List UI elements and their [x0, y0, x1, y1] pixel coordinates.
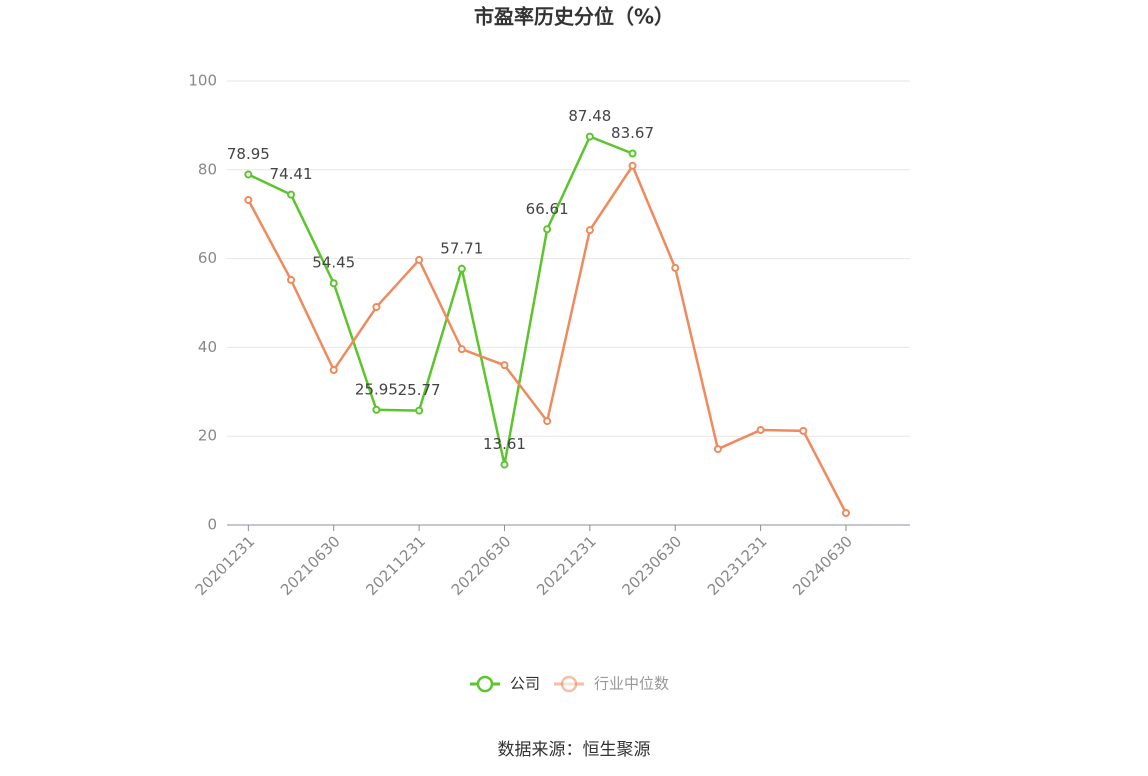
point — [500, 460, 509, 469]
point — [799, 426, 808, 435]
data-label: 78.95 — [227, 145, 270, 163]
x-tick-label: 20221231 — [533, 532, 600, 599]
data-label: 25.77 — [398, 381, 441, 399]
x-tick-label: 20220630 — [448, 532, 515, 599]
x-tick-label: 20201231 — [192, 532, 259, 599]
x-tick-label: 20211231 — [362, 532, 429, 599]
point — [287, 275, 296, 284]
point — [671, 263, 680, 272]
source: 数据来源：恒生聚源 — [498, 740, 651, 760]
x-tick-label: 20210630 — [277, 532, 344, 599]
point — [543, 417, 552, 426]
chart-title: 市盈率历史分位（%） — [474, 5, 674, 29]
y-tick-label: 60 — [198, 249, 217, 267]
point — [585, 132, 594, 141]
y-tick-label: 80 — [198, 160, 217, 178]
legend-label: 公司 — [510, 675, 540, 693]
x-tick-label: 20231231 — [704, 532, 771, 599]
point — [457, 345, 466, 354]
point — [543, 225, 552, 234]
data-label: 83.67 — [611, 124, 654, 142]
point — [329, 279, 338, 288]
data-label: 54.45 — [312, 254, 355, 272]
point — [628, 161, 637, 170]
y-tick-label: 20 — [198, 427, 217, 445]
point — [372, 302, 381, 311]
data-label: 87.48 — [568, 107, 611, 125]
x-tick-label: 20230630 — [619, 532, 686, 599]
point — [500, 361, 509, 370]
point — [756, 425, 765, 434]
series-line — [247, 134, 633, 465]
data-label: 74.41 — [270, 165, 313, 183]
x-tick-label: 20240630 — [789, 532, 856, 599]
point — [287, 190, 296, 199]
y-tick-label: 100 — [188, 72, 217, 90]
data-label: 13.61 — [483, 435, 526, 453]
point — [329, 366, 338, 375]
data-label: 57.71 — [440, 239, 483, 257]
y-tick-label: 40 — [198, 338, 217, 356]
point — [585, 226, 594, 235]
data-label: 25.95 — [355, 380, 398, 398]
point — [244, 170, 253, 179]
point — [415, 406, 424, 415]
data-label: 66.61 — [526, 200, 569, 218]
legend-marker — [476, 675, 494, 693]
point — [713, 445, 722, 454]
point — [457, 264, 466, 273]
y-tick-label: 0 — [207, 516, 217, 534]
legend-label: 行业中位数 — [594, 675, 669, 693]
point — [841, 509, 850, 518]
legend-marker — [560, 675, 578, 693]
series-line — [247, 163, 848, 514]
point — [372, 405, 381, 414]
point — [244, 195, 253, 204]
point — [415, 255, 424, 264]
point — [628, 149, 637, 158]
